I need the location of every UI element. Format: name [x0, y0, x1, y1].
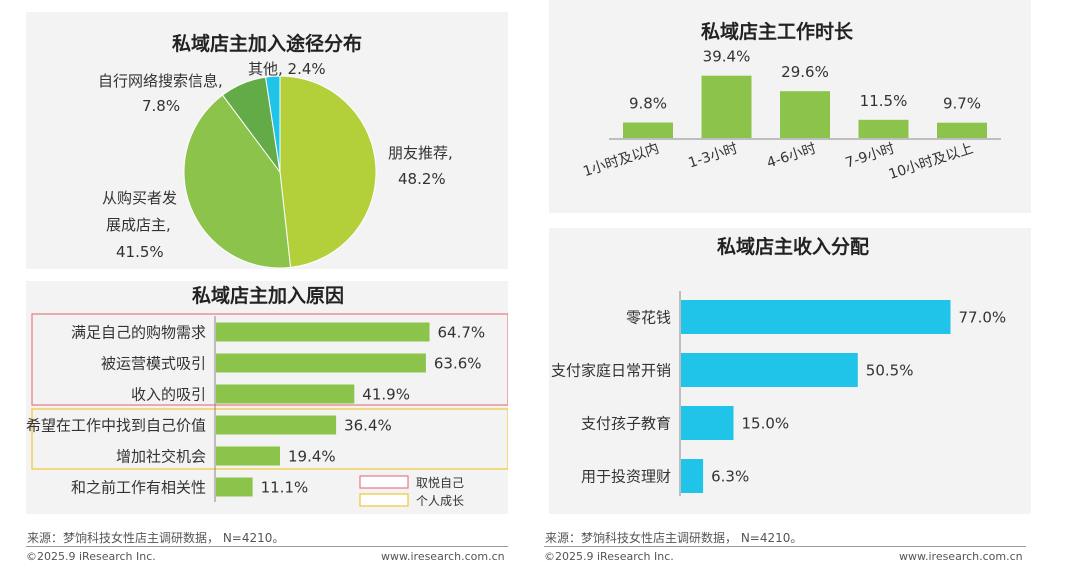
group-box-growth	[31, 408, 508, 470]
income-title: 私域店主收入分配	[717, 235, 869, 258]
hours-bar-1	[701, 75, 752, 138]
income-bar-3	[681, 459, 704, 493]
pie-label-other: 其他, 2.4%	[248, 60, 326, 78]
reasons-value-label-0: 64.7%	[438, 323, 486, 341]
right-url: www.iresearch.com.cn	[899, 550, 1023, 563]
pie-chart: 私域店主加入途径分布 朋友推荐, 48.2% 从购买者发 展成店主, 41.5%…	[98, 32, 453, 269]
reasons-bar-1	[216, 353, 426, 373]
pie-label-friend-2: 48.2%	[398, 170, 446, 188]
reasons-bar-5	[216, 477, 253, 497]
reasons-category-label-4: 增加社交机会	[116, 447, 206, 465]
left-copyright: ©2025.9 iResearch Inc.	[26, 550, 156, 563]
hours-category-label-2: 4-6小时	[765, 141, 818, 172]
reasons-bar-0	[216, 322, 430, 342]
income-bar-0	[681, 300, 951, 334]
income-value-label-0: 77.0%	[959, 308, 1007, 326]
reasons-title: 私域店主加入原因	[192, 284, 344, 307]
legend-swatch-self	[359, 475, 409, 489]
hours-panel: 私域店主工作时长 9.8% 1小时及以内 39.4% 1-3小时 29.6% 4-6小时 1…	[549, 0, 1031, 213]
hours-value-label-4: 9.7%	[943, 95, 981, 113]
pie-label-buyer-1: 从购买者发	[102, 189, 177, 207]
pie-slice-3	[264, 75, 281, 173]
reasons-value-label-1: 63.6%	[434, 354, 482, 372]
hours-category-label-0: 1小时及以内	[581, 141, 661, 181]
reasons-value-label-3: 36.4%	[344, 416, 392, 434]
hours-value-label-1: 39.4%	[703, 48, 751, 66]
hours-bar-4	[937, 122, 987, 138]
income-category-label-1: 支付家庭日常开销	[551, 361, 671, 379]
hours-value-label-0: 9.8%	[629, 95, 667, 113]
group-box-self	[31, 313, 508, 406]
income-chart: 私域店主收入分配 零花钱 77.0% 支付家庭日常开销 50.5% 支付孩子教育 15.0…	[551, 235, 1007, 496]
income-category-label-0: 零花钱	[626, 308, 671, 326]
reasons-value-label-5: 11.1%	[261, 478, 309, 496]
hours-bar-3	[858, 119, 909, 138]
income-value-label-3: 6.3%	[711, 467, 749, 485]
right-copyright: ©2025.9 iResearch Inc.	[544, 550, 674, 563]
left-url: www.iresearch.com.cn	[381, 550, 505, 563]
hours-value-label-3: 11.5%	[860, 92, 908, 110]
pie-label-buyer-3: 41.5%	[116, 243, 164, 261]
pie-slice-0	[279, 75, 377, 268]
hours-title: 私域店主工作时长	[701, 20, 854, 43]
reasons-panel: 私域店主加入原因 满足自己的购物需求 64.7% 被运营模式吸引 63.6% 收入的吸引…	[26, 281, 508, 514]
reasons-chart: 私域店主加入原因 满足自己的购物需求 64.7% 被运营模式吸引 63.6% 收入的吸引…	[26, 284, 508, 508]
income-bar-2	[681, 406, 734, 440]
reasons-bar-2	[216, 384, 355, 404]
income-value-label-1: 50.5%	[866, 361, 914, 379]
pie-label-search-1: 自行网络搜索信息,	[98, 72, 223, 90]
hours-bar-0	[623, 122, 673, 138]
legend-label-self: 取悦自己	[416, 476, 464, 490]
left-source: 来源：梦饷科技女性店主调研数据， N=4210。	[27, 531, 285, 545]
right-source: 来源：梦饷科技女性店主调研数据， N=4210。	[545, 531, 803, 545]
pie-label-friend-1: 朋友推荐,	[388, 144, 453, 162]
hours-category-label-4: 10小时及以上	[887, 141, 975, 183]
hours-value-label-2: 29.6%	[781, 63, 829, 81]
hours-category-label-1: 1-3小时	[686, 141, 739, 172]
left-divider	[26, 546, 508, 547]
pie-slice-1	[183, 94, 292, 269]
reasons-category-label-3: 希望在工作中找到自己价值	[26, 416, 206, 434]
legend-label-growth: 个人成长	[416, 494, 464, 508]
hours-bar-2	[780, 91, 830, 138]
income-value-label-2: 15.0%	[742, 414, 790, 432]
reasons-bar-3	[216, 415, 337, 435]
pie-label-buyer-2: 展成店主,	[106, 216, 171, 234]
pie-title: 私域店主加入途径分布	[172, 32, 362, 55]
reasons-bar-4	[216, 446, 280, 466]
income-category-label-3: 用于投资理财	[581, 467, 671, 485]
reasons-category-label-2: 收入的吸引	[131, 385, 206, 403]
pie-label-search-2: 7.8%	[142, 97, 180, 115]
reasons-category-label-1: 被运营模式吸引	[101, 354, 206, 372]
income-panel: 私域店主收入分配 零花钱 77.0% 支付家庭日常开销 50.5% 支付孩子教育 15.0…	[549, 228, 1031, 514]
hours-chart: 私域店主工作时长 9.8% 1小时及以内 39.4% 1-3小时 29.6% 4-6小时 1…	[581, 20, 1001, 183]
reasons-value-label-4: 19.4%	[288, 447, 336, 465]
right-divider	[544, 546, 1026, 547]
reasons-category-label-5: 和之前工作有相关性	[71, 478, 206, 496]
reasons-category-label-0: 满足自己的购物需求	[71, 323, 206, 341]
income-bar-1	[681, 353, 858, 387]
income-category-label-2: 支付孩子教育	[581, 414, 671, 432]
legend-swatch-growth	[359, 493, 409, 507]
pie-panel: 私域店主加入途径分布 朋友推荐, 48.2% 从购买者发 展成店主, 41.5%…	[26, 12, 508, 269]
reasons-value-label-2: 41.9%	[362, 385, 410, 403]
